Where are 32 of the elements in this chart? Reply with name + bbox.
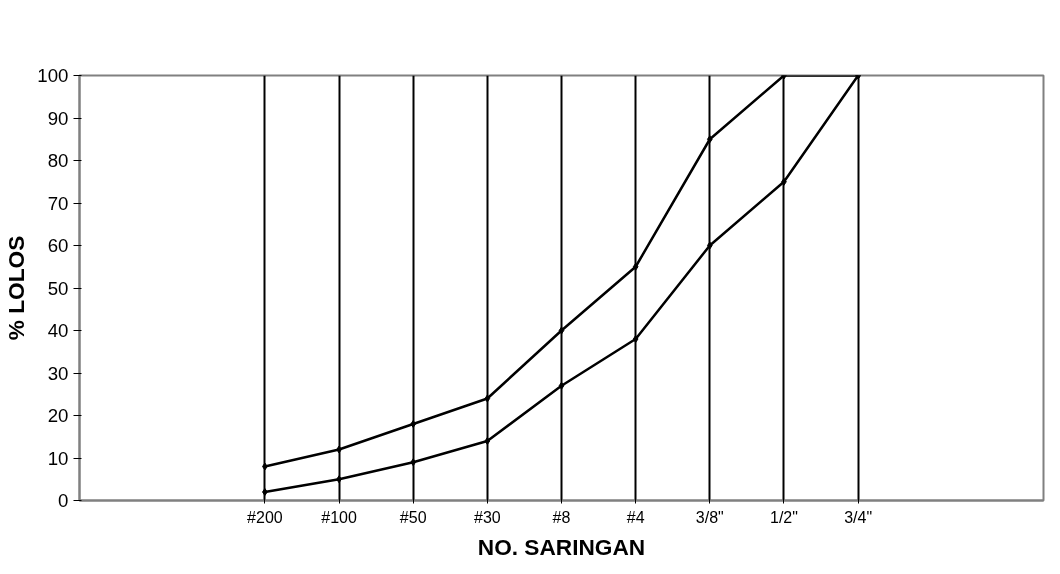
y-tick-label: 90 — [47, 107, 69, 129]
x-tick-label: #4 — [626, 508, 645, 526]
y-tick-label: 0 — [58, 490, 69, 511]
x-tick-label: #30 — [474, 508, 501, 526]
point — [706, 241, 713, 250]
y-tick-label: 20 — [47, 405, 69, 426]
point — [558, 381, 565, 390]
y-tick-label: 50 — [47, 277, 69, 299]
x-tick-label: #50 — [399, 508, 427, 526]
x-tick-label: #8 — [552, 508, 571, 526]
x-tick-label: 3/8" — [695, 508, 724, 526]
point — [262, 488, 268, 496]
y-tick-label: 30 — [47, 362, 69, 384]
y-tick-label: 40 — [47, 320, 69, 341]
x-tick-label: 3/4" — [844, 508, 873, 526]
x-tick-label: #100 — [321, 508, 357, 526]
point — [632, 335, 639, 343]
point — [484, 394, 491, 403]
point — [410, 420, 417, 428]
x-tick-label: 1/2" — [770, 508, 798, 526]
y-axis-title: % LOLOS — [3, 235, 30, 341]
y-tick-label: 10 — [47, 447, 69, 469]
x-axis-title: NO. SARINGAN — [477, 533, 646, 560]
y-tick-label: 70 — [47, 192, 69, 214]
y-tick-label: 60 — [47, 235, 69, 256]
point — [706, 135, 713, 144]
y-tick-label: 80 — [47, 150, 69, 171]
y-tick-label: 100 — [37, 65, 69, 86]
point — [558, 326, 565, 335]
x-tick-label: #200 — [247, 508, 283, 526]
point — [484, 437, 491, 445]
point — [410, 458, 417, 467]
